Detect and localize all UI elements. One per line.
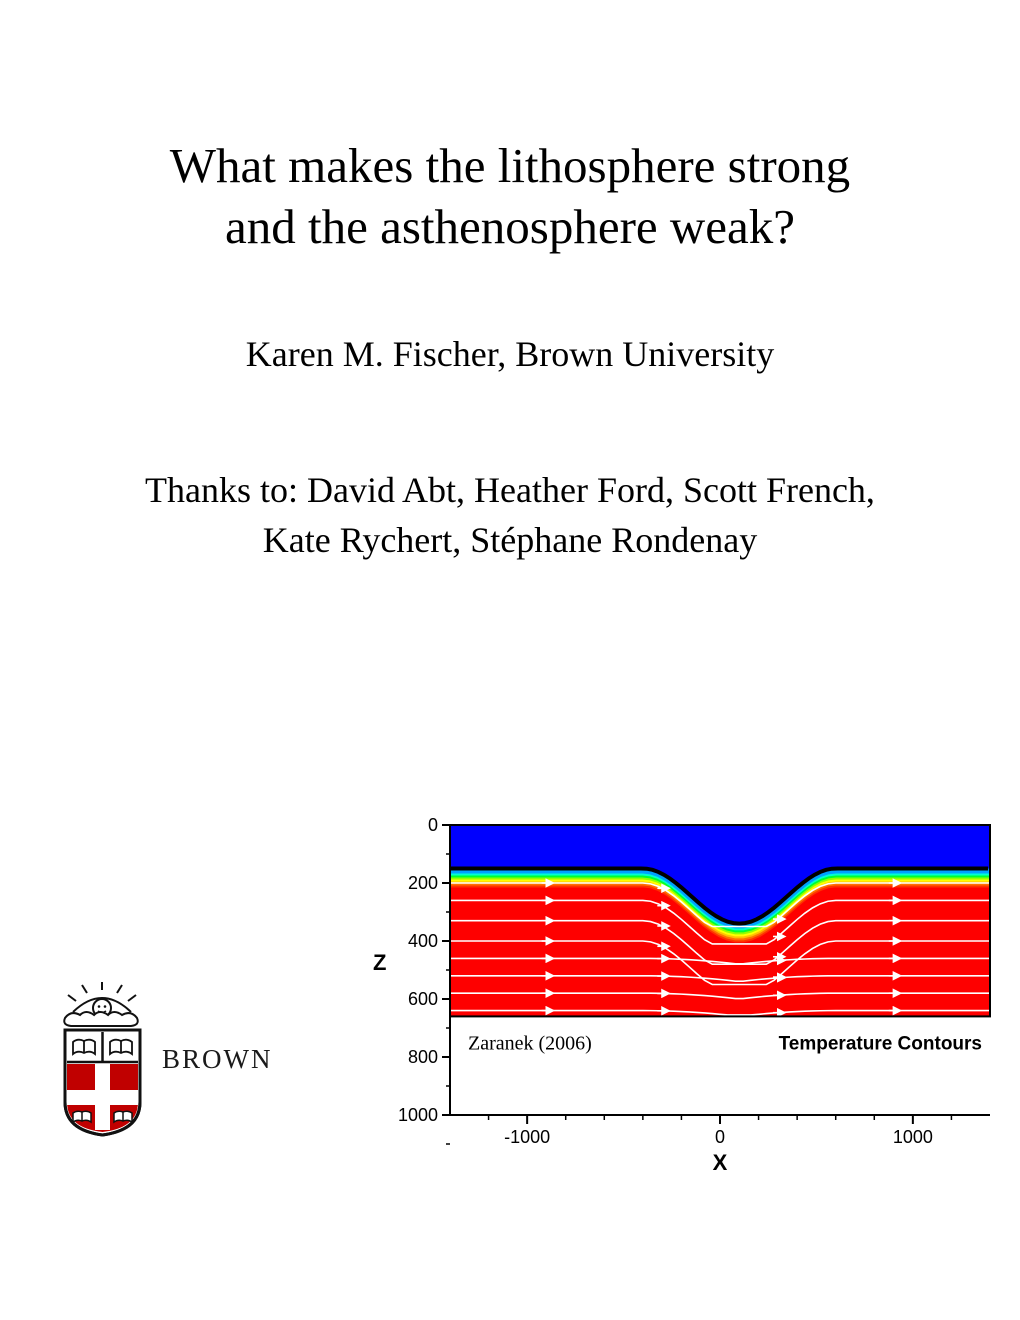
svg-text:Temperature Contours: Temperature Contours <box>779 1033 982 1054</box>
author-line: Karen M. Fischer, Brown University <box>0 333 1020 375</box>
page-title: What makes the lithosphere strong and th… <box>0 135 1020 258</box>
svg-text:1000: 1000 <box>893 1127 933 1147</box>
brown-crest-icon <box>55 982 150 1137</box>
svg-text:Zaranek (2006): Zaranek (2006) <box>468 1032 592 1054</box>
svg-text:0: 0 <box>715 1127 725 1147</box>
thanks-line-1: Thanks to: David Abt, Heather Ford, Scot… <box>0 465 1020 515</box>
temperature-contour-chart: 0 200 400 600 800 1000 Z -1000 0 1000 X Temperature… <box>365 815 1005 1205</box>
bottom-row: BROWN 0 200 400 600 800 1000 Z -1000 0 1000 X Tempe… <box>0 815 1020 1175</box>
svg-text:X: X <box>713 1150 728 1175</box>
title-line-1: What makes the lithosphere strong <box>0 135 1020 196</box>
thanks-line-2: Kate Rychert, Stéphane Rondenay <box>0 515 1020 565</box>
svg-text:0: 0 <box>428 815 438 835</box>
svg-text:Z: Z <box>373 950 386 975</box>
brown-logo: BROWN <box>55 982 273 1137</box>
svg-text:200: 200 <box>408 873 438 893</box>
thanks-block: Thanks to: David Abt, Heather Ford, Scot… <box>0 465 1020 566</box>
slide: What makes the lithosphere strong and th… <box>0 0 1020 1320</box>
svg-text:400: 400 <box>408 931 438 951</box>
title-line-2: and the asthenosphere weak? <box>0 196 1020 257</box>
svg-text:600: 600 <box>408 989 438 1009</box>
svg-text:800: 800 <box>408 1047 438 1067</box>
svg-text:-1000: -1000 <box>504 1127 550 1147</box>
svg-text:1000: 1000 <box>398 1105 438 1125</box>
brown-logo-text: BROWN <box>162 1044 273 1075</box>
